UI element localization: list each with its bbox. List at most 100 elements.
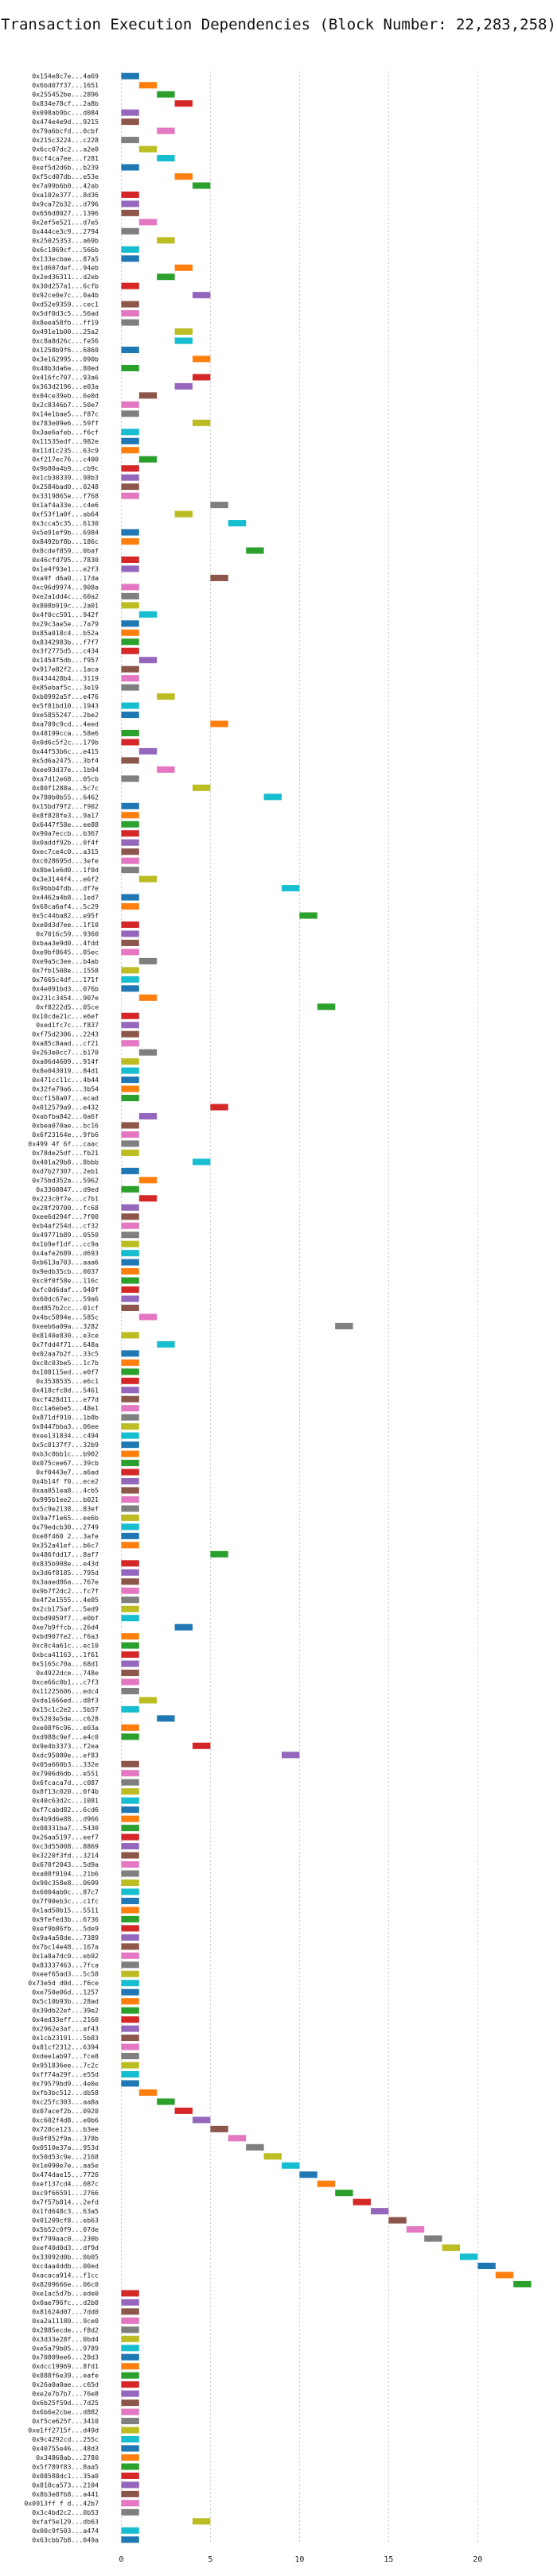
transaction-label: 0x656d8027...1396: [32, 209, 99, 217]
transaction-label: 0x4922dce...748e: [36, 1669, 99, 1677]
transaction-label: 0x40755e46...48d3: [32, 2445, 99, 2453]
transaction-label: 0x474e4e9d...9215: [32, 118, 99, 126]
transaction-label: 0x9b80a4b9...cb9c: [32, 464, 99, 472]
x-axis-ticks: 0 5 10 15 20: [119, 2555, 482, 2564]
transaction-label: 0x50d53c9e...2168: [32, 2152, 99, 2160]
transaction-label: 0x9c4292cd...255c: [32, 2435, 99, 2443]
execution-bar: [121, 1496, 139, 1503]
execution-bar: [121, 967, 139, 974]
execution-bar: [121, 2363, 139, 2370]
execution-bar: [121, 2043, 139, 2050]
transaction-label: 0xee6d294f...7f00: [32, 1212, 99, 1220]
execution-bar: [121, 702, 139, 709]
transaction-label: 0x02aa7b2f...33c5: [32, 1349, 99, 1357]
transaction-label: 0x7f57b814...2efd: [32, 2198, 99, 2206]
transaction-label: 0x6b25f59d...7d25: [32, 2399, 99, 2407]
transaction-label: 0x5d6a2475...3bf4: [32, 756, 99, 764]
transaction-label: 0xb613a703...aaa6: [32, 1259, 99, 1267]
execution-bar: [138, 219, 158, 226]
execution-bar: [317, 2180, 336, 2187]
transaction-label: 0x6c1869cf...566b: [32, 246, 99, 254]
transaction-label: 0x1ad50b15...5511: [32, 1906, 99, 1914]
transaction-label: 0xcf428d11...e77d: [32, 1395, 99, 1403]
execution-bar: [121, 492, 139, 499]
transaction-label: 0x012579a9...e432: [32, 1104, 99, 1111]
execution-bar: [121, 1077, 139, 1084]
execution-bar: [174, 328, 193, 336]
transaction-label: 0xf8222d5...05ce: [36, 1003, 99, 1011]
execution-bar: [121, 1395, 139, 1402]
transaction-label: 0x30d257a1...6cfb: [32, 282, 99, 290]
execution-bar: [193, 784, 211, 791]
execution-bar: [121, 1286, 139, 1294]
execution-bar: [121, 1450, 139, 1457]
execution-bar: [263, 793, 282, 801]
transaction-label: 0xef137cd4...087c: [32, 2180, 99, 2188]
transaction-label: 0x79edcb30...2749: [32, 1523, 99, 1530]
execution-bar: [121, 638, 139, 646]
execution-bar: [121, 647, 139, 654]
execution-bar: [121, 1295, 139, 1302]
transaction-label: 0x6cc07dc2...a2e0: [32, 145, 99, 153]
transaction-label: 0xfc0d6daf...940f: [32, 1286, 99, 1294]
execution-bar: [121, 1304, 139, 1312]
transaction-label: 0xc3d55008...8869: [32, 1842, 99, 1850]
execution-bar: [121, 2408, 139, 2415]
transaction-label: 0xbea070ae...bc16: [32, 1121, 99, 1129]
transaction-label: 0x9fefed3b...6736: [32, 1915, 99, 1923]
execution-bar: [460, 2253, 478, 2260]
execution-bar: [121, 1532, 139, 1539]
execution-bar: [138, 747, 158, 755]
transaction-label: 0x0d6c5f2c...179b: [32, 738, 99, 746]
transaction-label: 0xdcc19969...8fd1: [32, 2362, 99, 2370]
execution-bar: [121, 1825, 139, 1832]
transaction-label: 0x6447f58e...ee88: [32, 821, 99, 828]
execution-bar: [121, 2418, 139, 2425]
x-tick-label: 20: [473, 2555, 482, 2564]
execution-bar: [121, 894, 139, 901]
execution-bar: [121, 2299, 139, 2306]
execution-bar: [121, 191, 139, 198]
transaction-label: 0x2ed36311...d2eb: [32, 273, 99, 281]
transaction-label: 0x7fb1508e...1558: [32, 966, 99, 974]
execution-bar: [121, 137, 139, 144]
transaction-label: 0x05a660b3...332e: [32, 1760, 99, 1768]
execution-bar: [121, 1478, 139, 1485]
execution-bar: [157, 91, 175, 98]
transaction-label: 0x60dc67ec...59a6: [32, 1295, 99, 1303]
execution-bar: [121, 1405, 139, 1412]
transaction-label: 0x90c358e8...0699: [32, 1879, 99, 1887]
transaction-label: 0x2962e3af...af43: [32, 2025, 99, 2033]
transaction-label: 0xed1fc7c...f837: [36, 1021, 99, 1029]
transaction-label: 0x49771b89...0550: [32, 1231, 99, 1239]
execution-bar: [121, 1642, 139, 1649]
execution-bar: [121, 921, 139, 929]
transaction-label: 0x3f2775d5...c434: [32, 647, 99, 655]
transaction-label: 0x9b7f2dc2...fc7f: [32, 1587, 99, 1595]
transaction-label: 0xc25fc303...aa8a: [32, 2097, 99, 2105]
transaction-label: 0x33092d0b...0b05: [32, 2253, 99, 2261]
execution-bar: [210, 1550, 228, 1558]
transaction-label: 0xe08f6c96...e03a: [32, 1724, 99, 1732]
transaction-label: 0x8e043019...84d1: [32, 1067, 99, 1075]
transaction-label: 0xf7cabd82...6cd6: [32, 1806, 99, 1814]
transaction-label: 0x1e4f93e1...e2f3: [32, 564, 99, 572]
execution-bar: [174, 100, 193, 107]
execution-bar: [121, 2290, 139, 2297]
execution-bar: [121, 2399, 139, 2407]
execution-bar: [121, 985, 139, 992]
transaction-label: 0x995b1ee2...b021: [32, 1496, 99, 1503]
execution-bar: [121, 1423, 139, 1430]
transaction-label: 0x7a99b6b0...42ab: [32, 181, 99, 189]
transaction-label: 0x4afe2689...d693: [32, 1249, 99, 1257]
transaction-label: 0x6fcaca7d...c087: [32, 1779, 99, 1787]
transaction-label: 0xabfba842...0a6f: [32, 1112, 99, 1120]
execution-bar: [263, 2153, 282, 2160]
execution-bar: [299, 912, 317, 919]
execution-bar: [138, 875, 158, 883]
transaction-label: 0x8cdef859...0baf: [32, 546, 99, 554]
transaction-label: 0x15c1c2e2...5b57: [32, 1705, 99, 1713]
transaction-label: 0x215c3224...c228: [32, 136, 99, 144]
transaction-label: 0xeeb6a09a...3282: [32, 1322, 99, 1330]
